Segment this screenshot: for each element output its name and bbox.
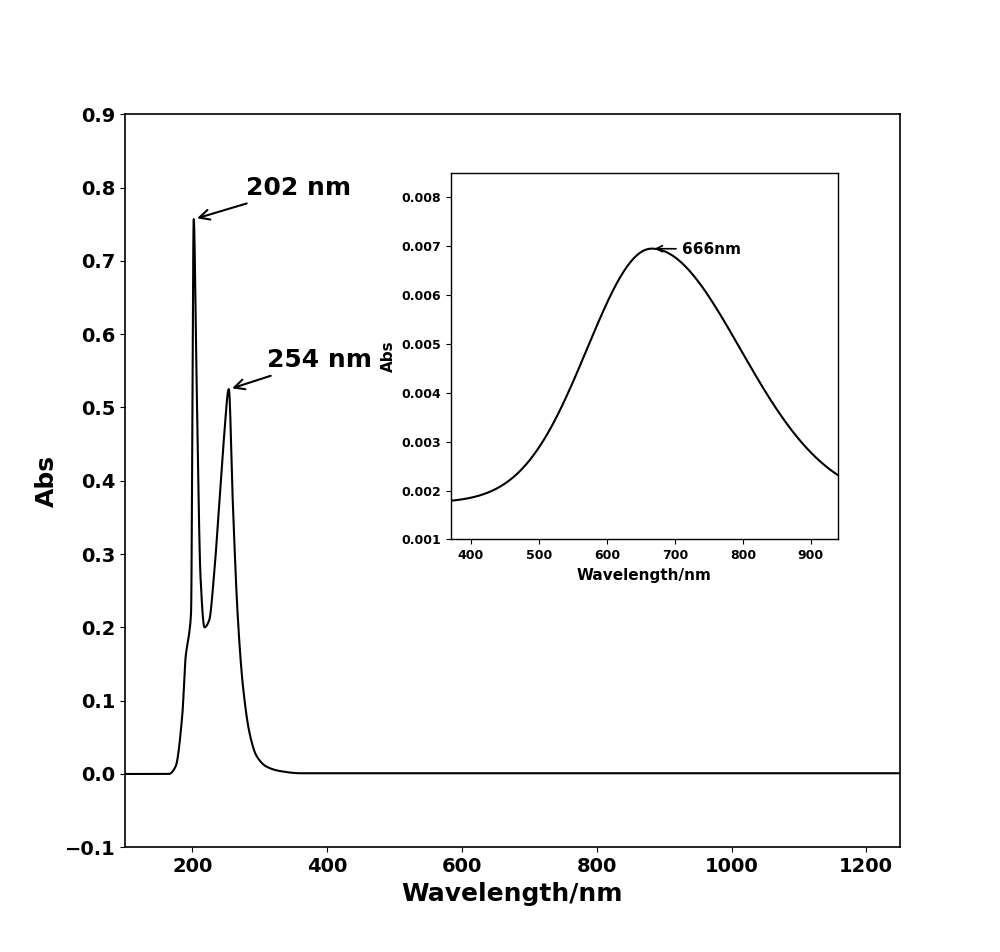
Text: 666nm: 666nm (656, 242, 741, 256)
Text: 202 nm: 202 nm (199, 176, 351, 220)
Y-axis label: Abs: Abs (35, 455, 59, 506)
X-axis label: Wavelength/nm: Wavelength/nm (577, 567, 712, 583)
Y-axis label: Abs: Abs (380, 340, 395, 372)
X-axis label: Wavelength/nm: Wavelength/nm (402, 882, 623, 905)
Text: 254 nm: 254 nm (234, 348, 372, 389)
